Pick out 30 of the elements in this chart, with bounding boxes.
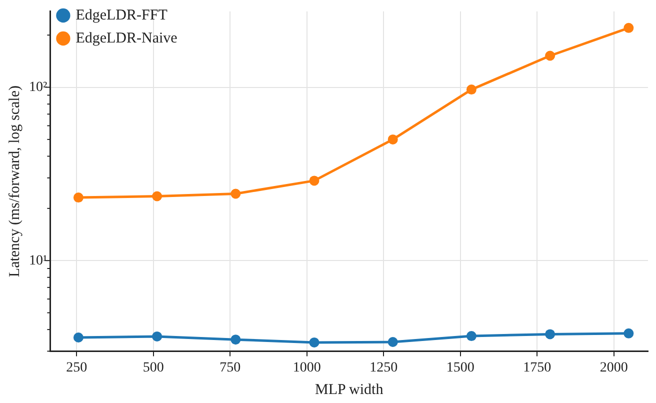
x-tick-label: 2000	[600, 360, 628, 376]
y-tick-label: 10²	[28, 80, 48, 95]
x-tick-label: 250	[66, 360, 88, 376]
point	[624, 328, 634, 338]
y-axis-title: Latency (ms/forward, log scale)	[6, 86, 23, 278]
point	[230, 188, 241, 199]
point	[545, 329, 556, 340]
point	[388, 337, 398, 347]
point	[309, 337, 320, 348]
x-tick-label: 1500	[446, 360, 474, 376]
x-tick-label: 750	[220, 360, 241, 376]
point	[152, 191, 162, 202]
point	[388, 134, 398, 144]
point	[152, 331, 162, 342]
legend-label: EdgeLDR-Naive	[76, 30, 178, 46]
x-tick-label: 500	[142, 360, 164, 376]
point	[466, 84, 476, 95]
point	[545, 50, 556, 61]
point	[466, 331, 476, 342]
x-axis-title: MLP width	[314, 382, 384, 398]
x-tick-label: 1000	[292, 360, 321, 376]
point	[73, 192, 84, 203]
legend-label: EdgeLDR-FFT	[76, 7, 168, 24]
point	[73, 332, 84, 342]
point	[230, 334, 241, 345]
y-tick-label: 10¹	[28, 253, 48, 268]
point	[309, 176, 320, 186]
point	[624, 22, 634, 33]
x-tick-label: 1250	[370, 360, 398, 376]
x-tick-label: 1750	[523, 360, 552, 376]
